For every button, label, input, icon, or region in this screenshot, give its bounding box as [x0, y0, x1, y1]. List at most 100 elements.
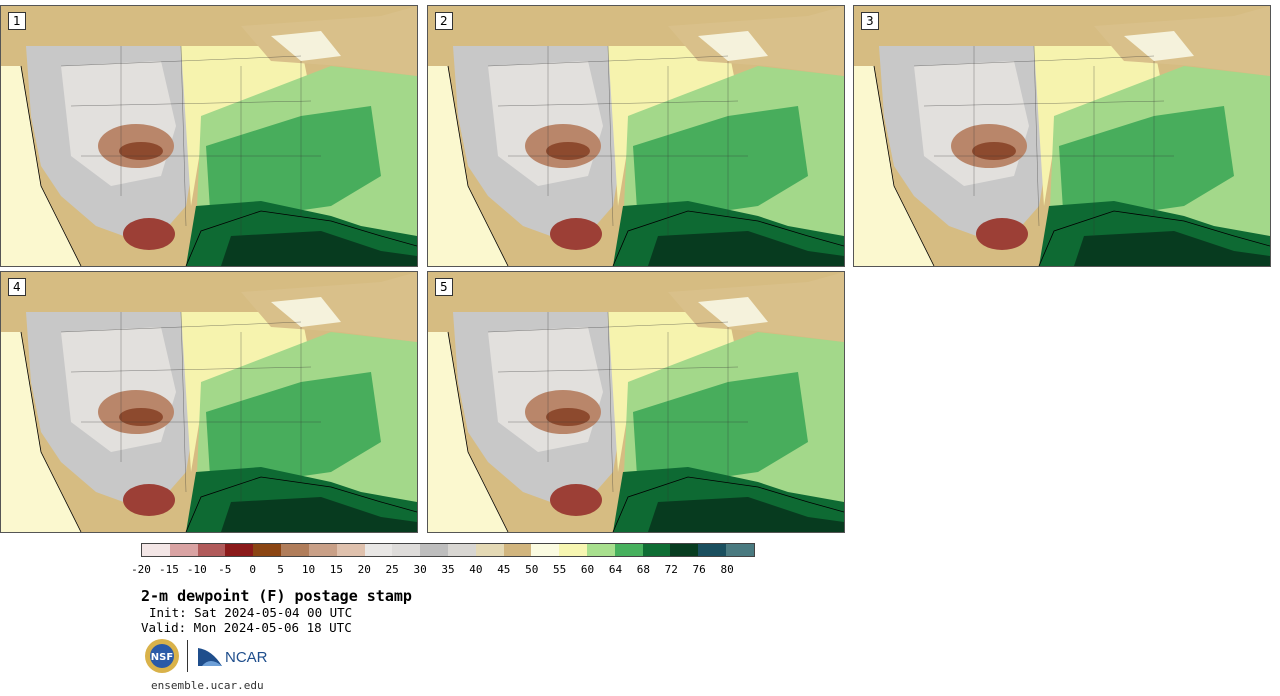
colorbar-swatch: [142, 544, 170, 556]
colorbar-swatch: [531, 544, 560, 556]
colorbar-swatch: [475, 544, 504, 556]
map-shape: [271, 297, 341, 327]
map-shape: [221, 231, 417, 266]
map-shape: [60, 45, 321, 236]
map-shape: [20, 65, 417, 266]
map-shape: [428, 66, 508, 266]
colorbar-swatch: [169, 544, 198, 556]
map-shape: [550, 484, 602, 516]
colorbar-tick-label: 60: [580, 563, 595, 576]
map-shape: [447, 331, 844, 532]
colorbar-ticks: -20 -15 -10 -5 0 5 10 15 20 25 30 35 40 45 50 55 60 64 68 7…: [131, 563, 755, 577]
map-shape: [1124, 31, 1194, 61]
colorbar-tick-label: 80: [720, 563, 734, 576]
map-shape: [873, 65, 1270, 266]
colorbar-tick-label: 5: [277, 563, 284, 576]
map-shape: [119, 142, 163, 160]
map-shape: [1, 66, 81, 266]
colorbar-tick-label: 76: [692, 563, 706, 576]
dewpoint-map-1: [1, 6, 417, 266]
map-shape: [913, 45, 1174, 236]
map-shape: [648, 231, 844, 266]
map-shape: [447, 65, 844, 266]
colorbar-tick-label: 30: [413, 563, 427, 576]
colorbar-tick-label: 25: [385, 563, 399, 576]
colorbar-swatch: [503, 544, 532, 556]
map-panel-5[interactable]: 5: [427, 271, 845, 533]
map-shape: [119, 408, 163, 426]
colorbar-tick-label: -15: [158, 563, 179, 576]
map-shape: [550, 218, 602, 250]
panel-label-1: 1: [8, 12, 26, 30]
colorbar-swatch: [420, 544, 448, 556]
map-shape: [698, 297, 768, 327]
colorbar-tick-label: 20: [357, 563, 371, 576]
map-shape: [608, 46, 738, 206]
colorbar-swatch: [225, 544, 254, 556]
colorbar-tick-label: -5: [218, 563, 232, 576]
map-panel-3[interactable]: 3: [853, 5, 1271, 267]
dewpoint-map-5: [428, 272, 844, 532]
colorbar-swatch: [447, 544, 476, 556]
map-shape: [1034, 46, 1164, 206]
colorbar-tick-label: 10: [301, 563, 316, 576]
logos: NSF NCAR: [144, 638, 274, 674]
init-time: Init: Sat 2024-05-04 00 UTC: [149, 605, 353, 620]
map-shape: [1074, 231, 1270, 266]
map-shape: [648, 497, 844, 532]
site-url[interactable]: ensemble.ucar.edu: [151, 679, 264, 692]
colorbar-tick-label: 45: [497, 563, 511, 576]
map-shape: [181, 46, 311, 206]
panel-label-4: 4: [8, 278, 26, 296]
colorbar-swatch: [253, 544, 282, 556]
colorbar-swatch: [559, 544, 587, 556]
map-shape: [123, 484, 175, 516]
colorbar-tick-label: 64: [608, 563, 623, 576]
colorbar-swatch: [308, 544, 337, 556]
map-shape: [698, 31, 768, 61]
colorbar-tick-label: -10: [186, 563, 207, 576]
ncar-logo-text: NCAR: [225, 649, 268, 666]
colorbar: [141, 543, 755, 557]
map-shape: [976, 218, 1028, 250]
map-shape: [608, 312, 738, 472]
chart-title: 2-m dewpoint (F) postage stamp: [141, 587, 412, 605]
map-shape: [633, 372, 808, 492]
colorbar-swatch: [670, 544, 699, 556]
colorbar-swatch: [726, 544, 754, 556]
colorbar-tick-label: -20: [131, 563, 151, 576]
colorbar-tick-label: 40: [469, 563, 483, 576]
map-shape: [123, 218, 175, 250]
map-shape: [487, 45, 748, 236]
map-shape: [206, 106, 381, 226]
map-shape: [546, 142, 590, 160]
ncar-logo-icon[interactable]: NCAR: [198, 644, 274, 668]
dewpoint-map-4: [1, 272, 417, 532]
map-shape: [60, 311, 321, 502]
colorbar-swatch: [698, 544, 727, 556]
valid-time: Valid: Mon 2024-05-06 18 UTC: [141, 620, 352, 635]
colorbar-swatch: [642, 544, 671, 556]
map-panel-4[interactable]: 4: [0, 271, 418, 533]
map-shape: [546, 408, 590, 426]
colorbar-swatch: [197, 544, 226, 556]
colorbar-swatch: [587, 544, 615, 556]
colorbar-tick-label: 35: [441, 563, 455, 576]
colorbar-tick-label: 0: [249, 563, 256, 576]
panel-label-3: 3: [861, 12, 879, 30]
map-shape: [854, 66, 934, 266]
nsf-logo-icon[interactable]: NSF: [144, 638, 180, 674]
map-shape: [221, 497, 417, 532]
map-shape: [972, 142, 1016, 160]
colorbar-swatch: [364, 544, 393, 556]
colorbar-swatch: [392, 544, 421, 556]
panel-label-2: 2: [435, 12, 453, 30]
logo-divider: [187, 640, 188, 672]
colorbar-swatch: [614, 544, 643, 556]
colorbar-swatch: [336, 544, 365, 556]
panel-label-5: 5: [435, 278, 453, 296]
map-panel-1[interactable]: 1: [0, 5, 418, 267]
map-panel-2[interactable]: 2: [427, 5, 845, 267]
colorbar-tick-label: 50: [525, 563, 539, 576]
map-shape: [206, 372, 381, 492]
